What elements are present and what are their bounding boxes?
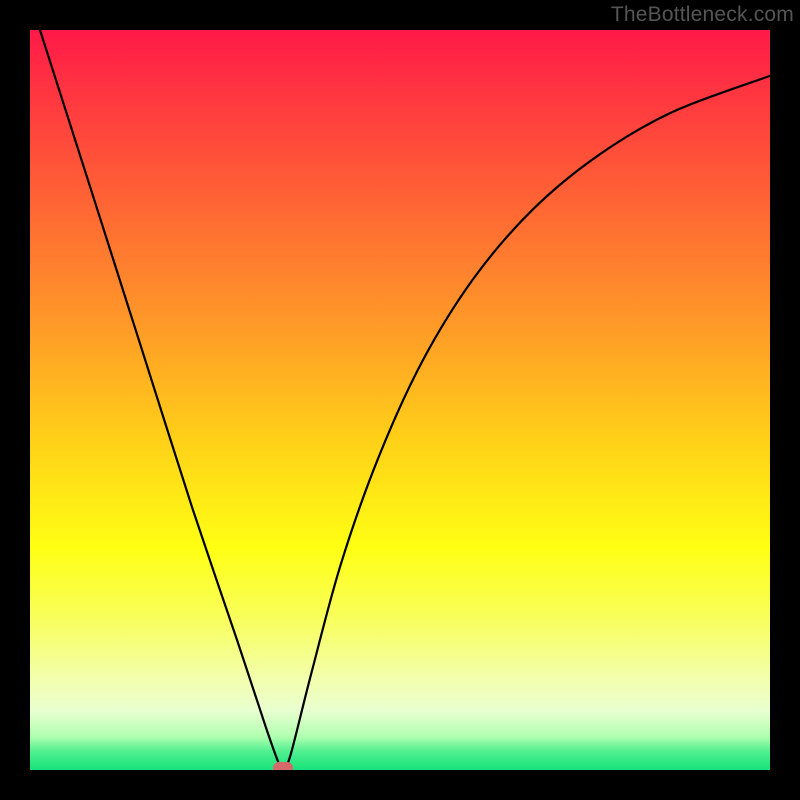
bottleneck-chart-svg: [30, 30, 770, 770]
plot-area: [30, 30, 770, 770]
chart-frame: TheBottleneck.com: [0, 0, 800, 800]
watermark-label: TheBottleneck.com: [611, 3, 794, 27]
chart-background: [30, 30, 770, 770]
